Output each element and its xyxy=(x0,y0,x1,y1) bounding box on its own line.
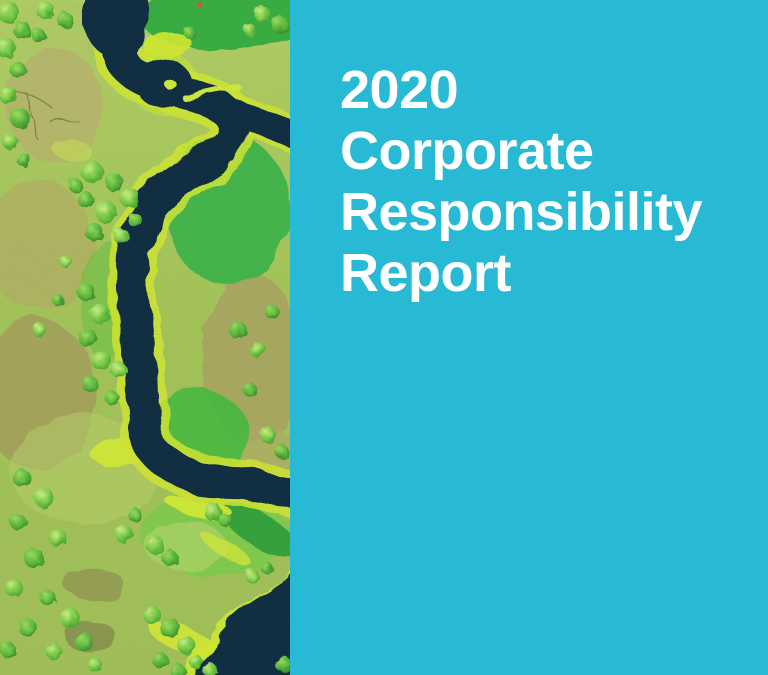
title-panel: 2020 Corporate Responsibility Report xyxy=(340,60,738,304)
aerial-photo xyxy=(0,0,290,675)
title-line-responsibility: Responsibility xyxy=(340,182,703,242)
report-title: 2020 Corporate Responsibility Report xyxy=(340,60,738,304)
river-photo-illustration xyxy=(0,0,290,675)
title-line-year: 2020 xyxy=(340,60,459,120)
title-line-report: Report xyxy=(340,243,512,303)
title-line-corporate: Corporate xyxy=(340,121,594,181)
